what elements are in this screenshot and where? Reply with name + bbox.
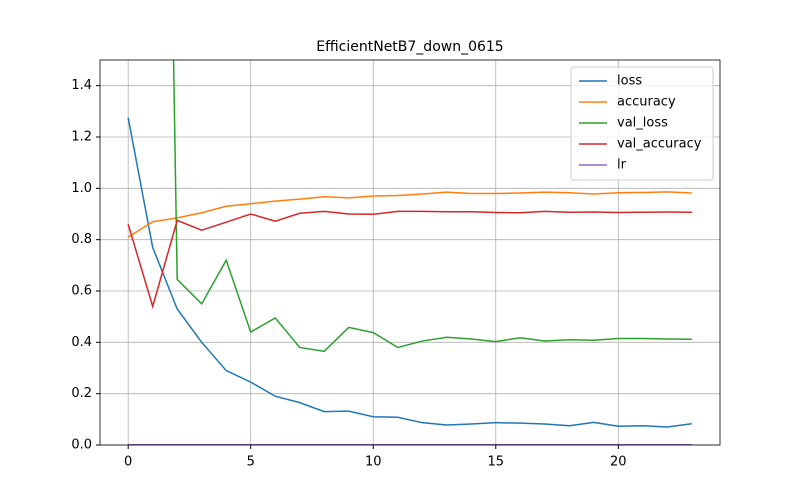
legend-label: val_accuracy: [617, 137, 702, 152]
legend-label: accuracy: [617, 95, 676, 110]
legend-label: val_loss: [617, 116, 668, 131]
x-tick-label: 0: [124, 455, 132, 470]
y-tick-label: 1.2: [71, 130, 92, 145]
line: [172, 60, 692, 353]
x-tick-label: 5: [247, 455, 255, 470]
y-tick-label: 0.8: [71, 232, 92, 247]
y-tick-label: 1.0: [71, 181, 92, 196]
y-tick-label: 0.2: [71, 386, 92, 401]
y-tick-label: 1.4: [71, 78, 92, 93]
line: [127, 117, 692, 428]
legend-label: lr: [617, 158, 627, 173]
line: [127, 191, 692, 238]
x-tick-label: 10: [365, 455, 382, 470]
x-tick-label: 15: [487, 455, 504, 470]
x-tick-label: 20: [610, 455, 627, 470]
y-tick-label: 0.0: [71, 438, 92, 453]
legend-label: loss: [617, 74, 642, 89]
y-tick-label: 0.6: [71, 284, 92, 299]
axes-frame: [99, 59, 721, 446]
legend-box: [570, 66, 714, 181]
y-tick-label: 0.4: [71, 335, 92, 350]
line: [127, 210, 692, 310]
chart-title: EfficientNetB7_down_0615: [316, 39, 503, 55]
